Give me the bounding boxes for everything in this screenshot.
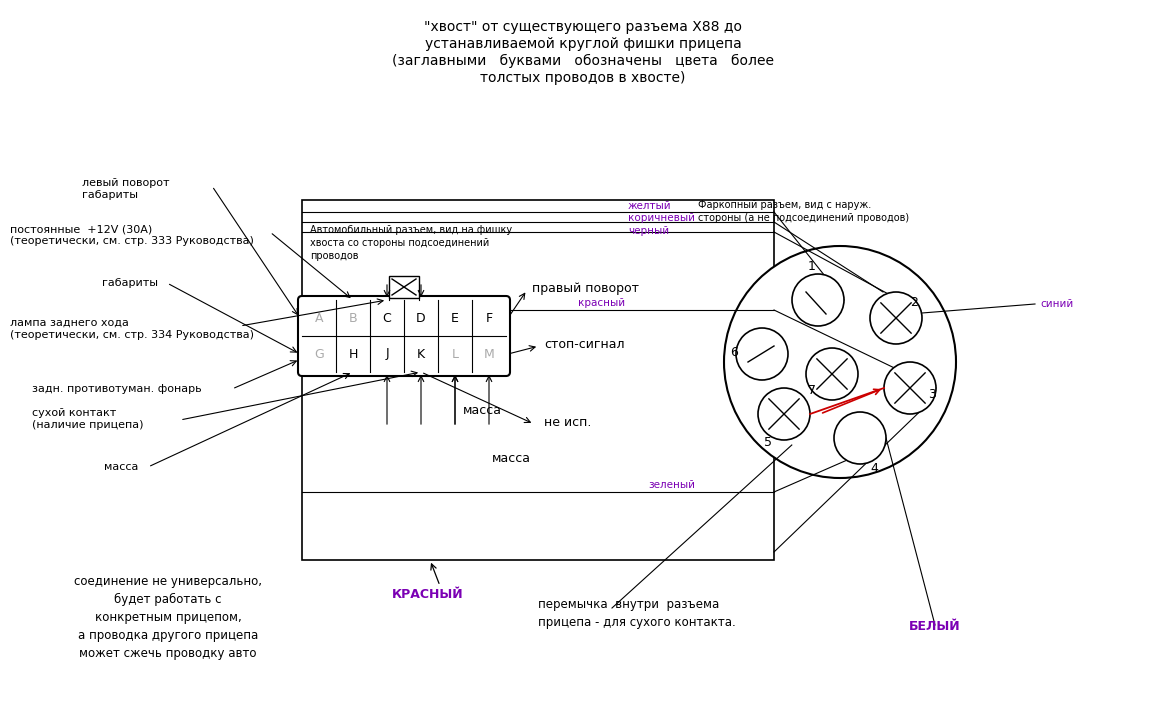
Text: зеленый: зеленый	[648, 480, 695, 490]
Text: сухой контакт
(наличие прицепа): сухой контакт (наличие прицепа)	[31, 408, 143, 429]
Text: синий: синий	[1040, 299, 1073, 309]
Text: Фаркопный разъем, вид с наруж.
стороны (а не подсоединений проводов): Фаркопный разъем, вид с наруж. стороны (…	[698, 200, 909, 223]
Text: коричневый: коричневый	[628, 213, 695, 223]
Circle shape	[736, 328, 788, 380]
Text: масса: масса	[492, 452, 531, 465]
Circle shape	[834, 412, 886, 464]
Text: 2: 2	[909, 296, 918, 309]
Text: масса: масса	[104, 462, 139, 472]
Circle shape	[884, 362, 936, 414]
Text: желтый: желтый	[628, 201, 672, 211]
Text: левый поворот
габариты: левый поворот габариты	[82, 178, 169, 200]
Text: D: D	[416, 312, 426, 325]
Text: C: C	[382, 312, 392, 325]
Text: стоп-сигнал: стоп-сигнал	[545, 338, 625, 351]
Text: перемычка  внутри  разъема
прицепа - для сухого контакта.: перемычка внутри разъема прицепа - для с…	[538, 598, 736, 629]
Text: A: A	[315, 312, 323, 325]
Text: красный: красный	[578, 298, 625, 308]
Text: 4: 4	[870, 461, 878, 474]
Text: K: K	[417, 348, 426, 361]
Text: G: G	[314, 348, 324, 361]
Text: 7: 7	[808, 383, 816, 396]
Text: постоянные  +12V (30A)
(теоретически, см. стр. 333 Руководства): постоянные +12V (30A) (теоретически, см.…	[10, 224, 254, 246]
Text: B: B	[349, 312, 357, 325]
Text: F: F	[485, 312, 492, 325]
Circle shape	[724, 246, 956, 478]
Text: 5: 5	[764, 435, 772, 448]
Text: масса: масса	[463, 403, 503, 416]
Text: H: H	[349, 348, 358, 361]
Text: соединение не универсально,
будет работать с
конкретным прицепом,
а проводка дру: соединение не универсально, будет работа…	[73, 575, 262, 660]
Text: J: J	[385, 348, 388, 361]
Text: 6: 6	[730, 346, 738, 359]
Text: черный: черный	[628, 226, 669, 236]
Text: правый поворот: правый поворот	[532, 282, 639, 295]
Text: L: L	[451, 348, 458, 361]
Text: M: M	[484, 348, 494, 361]
Text: "хвост" от существующего разъема Х88 до: "хвост" от существующего разъема Х88 до	[424, 20, 742, 34]
Text: (заглавными   буквами   обозначены   цвета   более: (заглавными буквами обозначены цвета бол…	[392, 54, 774, 68]
Bar	[302, 200, 774, 560]
FancyBboxPatch shape	[298, 296, 510, 376]
Text: лампа заднего хода
(теоретически, см. стр. 334 Руководства): лампа заднего хода (теоретически, см. ст…	[10, 318, 254, 340]
Text: КРАСНЫЙ: КРАСНЫЙ	[392, 588, 464, 601]
Bar	[389, 276, 419, 298]
Circle shape	[870, 292, 922, 344]
Text: габариты: габариты	[101, 278, 159, 288]
Circle shape	[792, 274, 844, 326]
Text: задн. противотуман. фонарь: задн. противотуман. фонарь	[31, 384, 202, 394]
Text: Автомобильный разъем, вид на фишку
хвоста со стороны подсоединений
проводов: Автомобильный разъем, вид на фишку хвост…	[310, 225, 512, 262]
Text: БЕЛЫЙ: БЕЛЫЙ	[909, 620, 961, 633]
Text: не исп.: не исп.	[545, 416, 591, 429]
Circle shape	[758, 388, 810, 440]
Text: устанавливаемой круглой фишки прицепа: устанавливаемой круглой фишки прицепа	[424, 37, 742, 51]
Text: E: E	[451, 312, 459, 325]
Text: толстых проводов в хвосте): толстых проводов в хвосте)	[480, 71, 686, 85]
Text: 1: 1	[808, 260, 816, 273]
Text: 3: 3	[928, 388, 936, 401]
Circle shape	[806, 348, 858, 400]
